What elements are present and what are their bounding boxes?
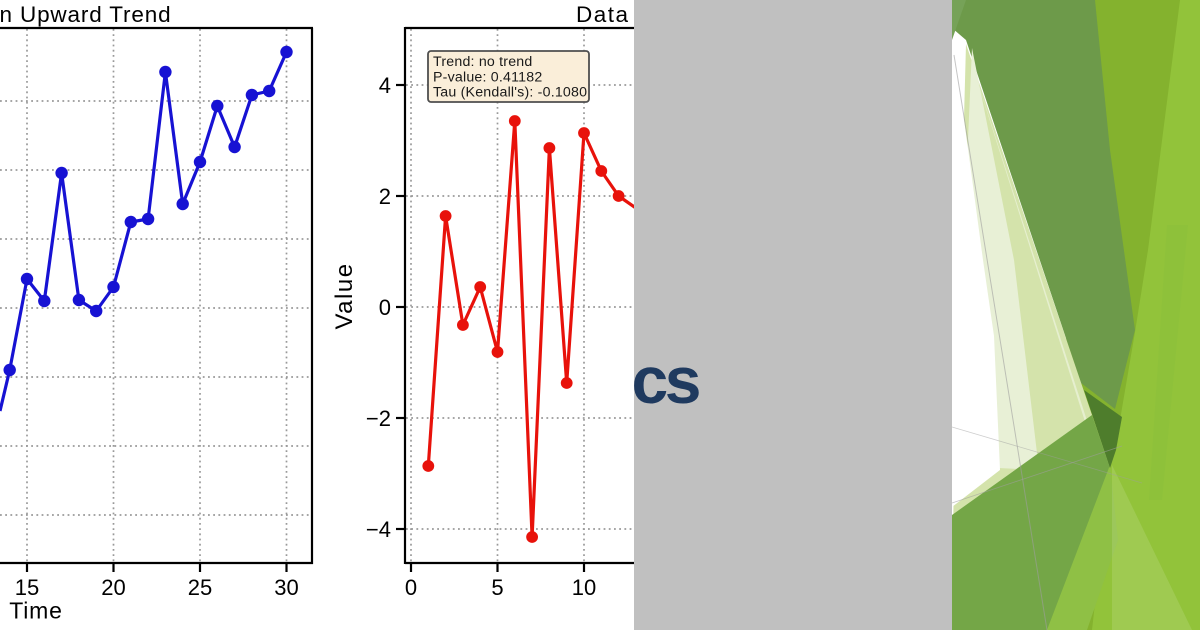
svg-text:25: 25 [188,575,212,600]
svg-text:Data: Data [576,2,630,27]
svg-text:Value: Value [331,262,358,329]
svg-text:30: 30 [274,575,298,600]
svg-text:Tau (Kendall's): -0.1080: Tau (Kendall's): -0.1080 [433,85,587,101]
svg-text:cs: cs [632,343,699,417]
svg-text:0: 0 [405,575,417,600]
svg-text:10: 10 [572,575,596,600]
svg-text:P-value: 0.41182: P-value: 0.41182 [433,69,542,85]
svg-text:20: 20 [101,575,125,600]
svg-text:2: 2 [379,184,391,209]
svg-text:4: 4 [379,73,391,98]
svg-text:15: 15 [15,575,39,600]
svg-text:n Upward Trend: n Upward Trend [0,2,171,27]
svg-text:Time: Time [9,598,62,624]
svg-text:0: 0 [379,295,391,320]
svg-text:−2: −2 [366,406,391,431]
svg-text:Trend: no trend: Trend: no trend [433,54,532,70]
svg-text:−4: −4 [366,517,391,542]
svg-text:5: 5 [491,575,503,600]
